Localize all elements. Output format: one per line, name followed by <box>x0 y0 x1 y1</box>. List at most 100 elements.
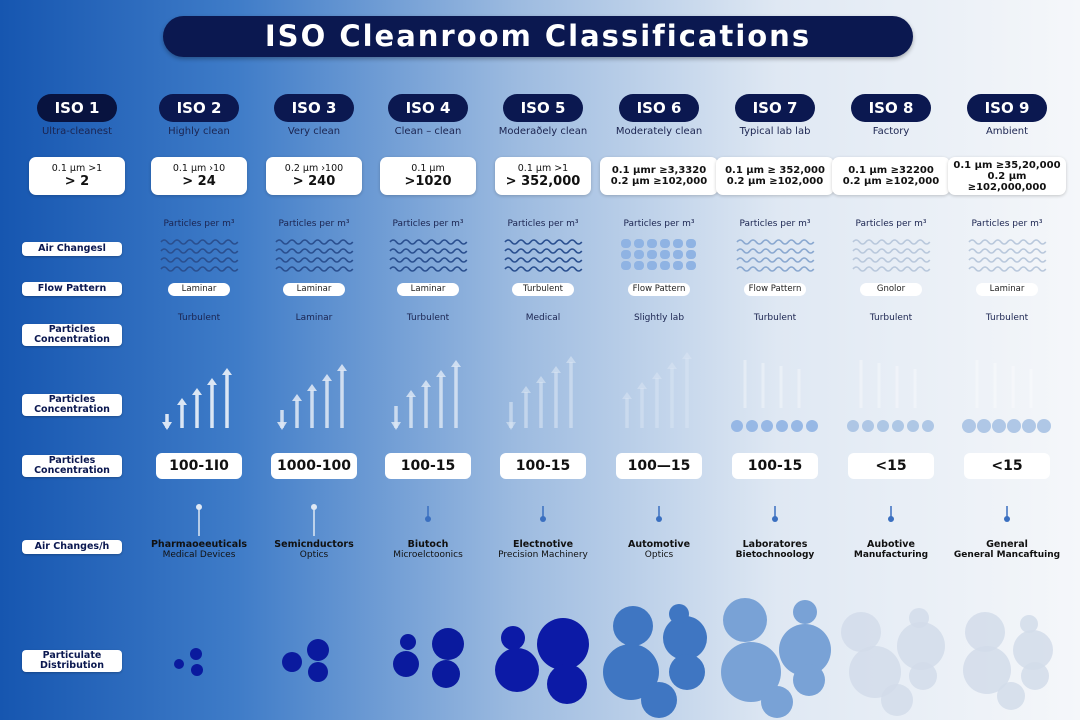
flow-dot <box>634 239 644 248</box>
flow-note: Turbulent <box>869 313 913 323</box>
wave <box>275 266 354 272</box>
dot <box>791 420 803 432</box>
arrow-head <box>177 398 187 405</box>
pointer-dot <box>888 516 894 522</box>
arrow-head <box>622 392 632 399</box>
pointer-dot <box>772 516 778 522</box>
limit-line: 0.1 µm ›10 <box>172 163 226 174</box>
particle <box>669 654 705 690</box>
application-line: Laboratores <box>742 539 808 550</box>
wave <box>275 248 354 254</box>
concentration: 100—15 <box>616 453 702 479</box>
particle <box>841 612 881 652</box>
wave <box>968 257 1047 263</box>
limit-line: > 2 <box>64 174 90 189</box>
application-line: Optics <box>644 550 674 560</box>
particle <box>721 642 781 702</box>
wave <box>504 257 583 263</box>
row-label: Particles Concentration <box>22 394 122 416</box>
particle <box>909 608 929 628</box>
wave <box>275 239 354 245</box>
flow-pattern: Laminar <box>976 283 1038 296</box>
wave <box>389 239 468 245</box>
particle <box>761 686 793 718</box>
flow-dot <box>647 261 657 270</box>
application: Biutoch Microelctoonics <box>368 540 488 561</box>
application-line: Manufacturing <box>853 550 929 560</box>
dot <box>877 420 889 432</box>
concentration: 100-15 <box>500 453 586 479</box>
concentration: 100-15 <box>385 453 471 479</box>
flow-dot <box>621 261 631 270</box>
flow-pattern: Gnolor <box>860 283 922 296</box>
limit-box: 0.1 µm >1020 <box>380 157 476 195</box>
particle <box>723 598 767 642</box>
iso-class: ISO 5 <box>503 94 583 122</box>
arrow-head <box>162 422 172 430</box>
application: Aubotive Manufacturing <box>831 540 951 561</box>
flow-note: Laminar <box>295 313 333 323</box>
limit-line: 0.1 µm ≥32200 <box>848 165 934 176</box>
arrow-head <box>637 382 647 389</box>
flow-dot <box>621 239 631 248</box>
dot <box>992 419 1006 433</box>
dot <box>1037 419 1051 433</box>
arrow-head <box>391 422 401 430</box>
particle <box>663 616 707 660</box>
dot <box>776 420 788 432</box>
pointer-dot <box>196 504 202 510</box>
row-label: Particles Concentration <box>22 324 122 346</box>
pointer-dot <box>311 504 317 510</box>
iso-subtitle: Typical lab lab <box>739 126 811 137</box>
application: Laboratores Bietochnoology <box>715 539 835 561</box>
arrow-head <box>292 394 302 401</box>
arrow-head <box>207 378 217 385</box>
dot <box>977 419 991 433</box>
particle <box>997 682 1025 710</box>
particles-label: Particles per m³ <box>278 219 350 229</box>
wave <box>275 257 354 263</box>
particle <box>641 682 677 718</box>
concentration: <15 <box>964 453 1050 479</box>
wave <box>968 248 1047 254</box>
row-label: Particulate Distribution <box>22 650 122 672</box>
particle <box>501 626 525 650</box>
arrow-head <box>277 422 287 430</box>
arrow-head <box>536 376 546 383</box>
application-line: Pharmaoeeuticals <box>150 539 248 550</box>
particle <box>174 659 184 669</box>
limit-line: 0.2 µm ›100 <box>284 163 344 174</box>
flow-dot <box>660 250 670 259</box>
concentration: 100-15 <box>732 453 818 479</box>
particle <box>897 622 945 670</box>
application: Pharmaoeeuticals Medical Devices <box>139 539 259 561</box>
limit-line: 0.2 µm ≥102,000 <box>842 176 940 187</box>
particle <box>537 618 589 670</box>
particle <box>190 648 202 660</box>
particle <box>909 662 937 690</box>
limit-line: >1020 <box>404 174 452 189</box>
flow-pattern: Laminar <box>168 283 230 296</box>
arrow-head <box>682 352 692 359</box>
particle <box>603 644 659 700</box>
particle <box>393 651 419 677</box>
arrow-head <box>307 384 317 391</box>
row-label: Flow Pattern <box>22 282 122 296</box>
iso-subtitle: Moderately clean <box>615 126 703 137</box>
iso-class: ISO 2 <box>159 94 239 122</box>
application-line: Semicnductors <box>274 539 354 550</box>
limit-box: 0.1 µm ≥32200 0.2 µm ≥102,000 <box>832 157 950 195</box>
flow-dot <box>634 261 644 270</box>
particles-label: Particles per m³ <box>855 219 927 229</box>
arrow-head <box>421 380 431 387</box>
wave <box>968 266 1047 272</box>
limit-box: 0.1 µm ≥35,20,000 0.2 µm ≥102,000,000 <box>948 157 1066 195</box>
particle <box>282 652 302 672</box>
application: Electnotive Precision Machinery <box>483 540 603 561</box>
row-label: Particles Concentration <box>22 455 122 477</box>
arrow-head <box>521 386 531 393</box>
particles-label: Particles per m³ <box>392 219 464 229</box>
limit-line: 0.1 µm ≥35,20,000 <box>953 159 1061 171</box>
application-line: Microelctoonics <box>393 550 463 560</box>
